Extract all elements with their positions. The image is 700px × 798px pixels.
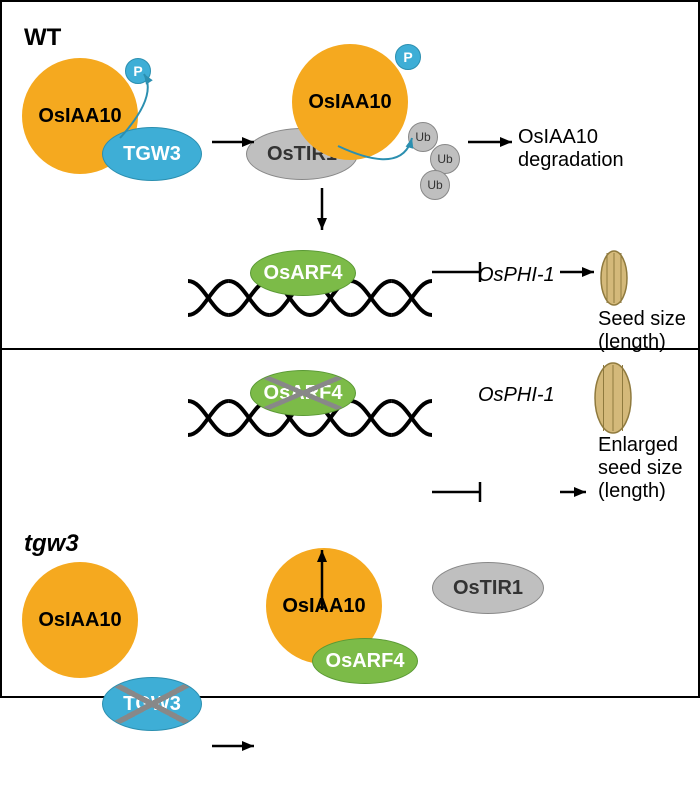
label: OsIAA10 <box>282 595 365 618</box>
label: OsARF4 <box>264 262 343 285</box>
label: P <box>403 49 412 65</box>
osiaa10-node: OsIAA10 <box>292 44 408 160</box>
ostir1-node: OsTIR1 <box>432 562 544 614</box>
panel-label-tgw3: tgw3 <box>24 530 79 558</box>
diagram-container: WT OsIAA10 P TGW3 OsTIR1 OsIAA10 P Ub Ub… <box>0 0 700 698</box>
label: OsARF4 <box>264 382 343 405</box>
seed-size-text: Enlarged seed size (length) <box>598 434 683 503</box>
osarf4-node-crossed: OsARF4 <box>250 370 356 416</box>
tgw3-node: TGW3 <box>102 127 202 181</box>
tgw3-node-crossed: TGW3 <box>102 677 202 731</box>
osarf4-node: OsARF4 <box>250 250 356 296</box>
label: OsIAA10 <box>308 91 391 114</box>
label: Ub <box>437 152 452 166</box>
ubiquitin-icon: Ub <box>420 170 450 200</box>
degradation-text: OsIAA10 degradation <box>518 126 624 172</box>
label: P <box>133 63 142 79</box>
seed-icon <box>594 362 632 434</box>
panel-wt: WT OsIAA10 P TGW3 OsTIR1 OsIAA10 P Ub Ub… <box>2 2 698 350</box>
label: OsTIR1 <box>453 577 523 600</box>
panel-tgw3: tgw3 OsARF4 OsPHI-1 Enlarged seed size (… <box>2 350 698 698</box>
label: OsIAA10 <box>38 105 121 128</box>
label: Ub <box>415 130 430 144</box>
phospho-icon: P <box>395 44 421 70</box>
phospho-icon: P <box>125 58 151 84</box>
label: Ub <box>427 178 442 192</box>
osphi1-text: OsPHI-1 <box>478 264 555 287</box>
label: OsIAA10 <box>38 609 121 632</box>
panel-label-wt: WT <box>24 24 61 52</box>
seed-icon <box>600 250 628 306</box>
label: TGW3 <box>123 693 181 716</box>
label: TGW3 <box>123 143 181 166</box>
osphi1-text: OsPHI-1 <box>478 384 555 407</box>
osarf4-node: OsARF4 <box>312 638 418 684</box>
seed-size-text: Seed size (length) <box>598 308 686 354</box>
osiaa10-node: OsIAA10 <box>22 562 138 678</box>
label: OsARF4 <box>326 650 405 673</box>
